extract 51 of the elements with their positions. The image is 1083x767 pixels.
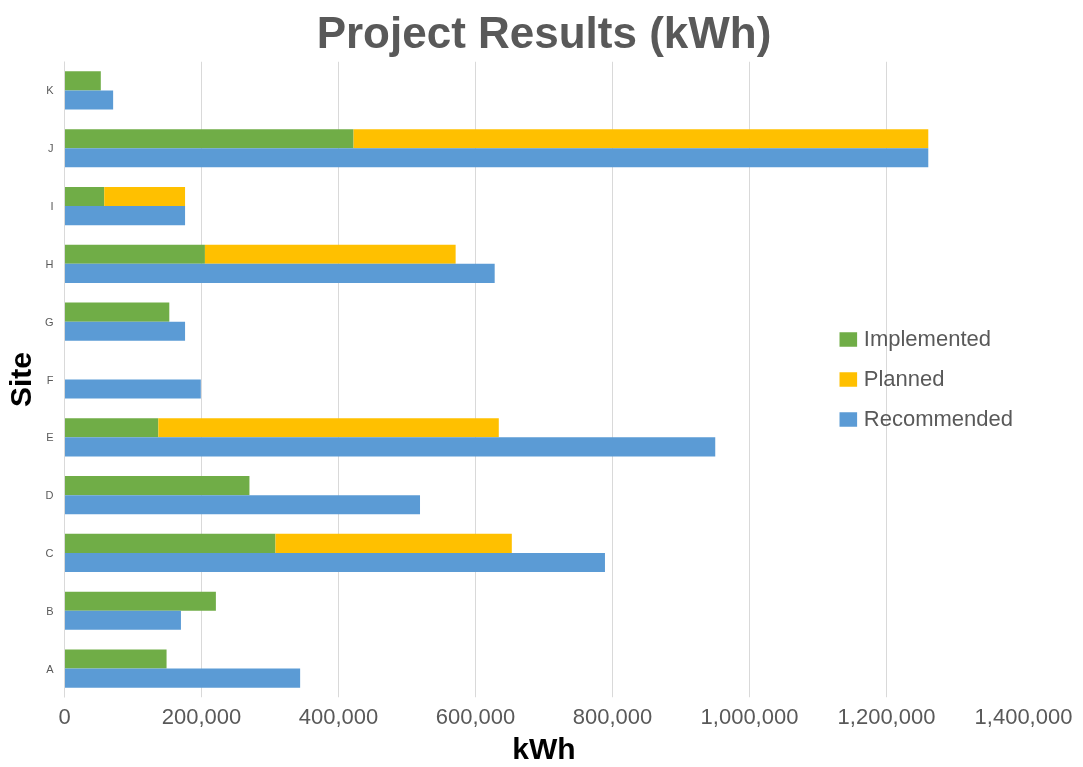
legend-label: Planned xyxy=(863,366,945,392)
legend-label: Implemented xyxy=(863,326,991,352)
x-axis-title: kWh xyxy=(512,731,576,765)
bar xyxy=(64,476,250,496)
bar xyxy=(64,263,495,283)
bar xyxy=(64,591,216,611)
x-tick-label: 1,400,000 xyxy=(974,703,1073,729)
y-tick-label: F xyxy=(46,373,54,386)
bar xyxy=(64,148,929,168)
x-tick-label: 600,000 xyxy=(435,703,516,729)
bar xyxy=(64,244,205,264)
y-tick-label: D xyxy=(45,489,54,502)
bar xyxy=(275,533,512,553)
y-tick-label: I xyxy=(50,200,54,213)
bar xyxy=(64,533,276,553)
x-tick-label: 1,000,000 xyxy=(700,703,799,729)
bar xyxy=(158,418,499,438)
x-tick-label: 0 xyxy=(58,703,71,729)
bar xyxy=(64,418,159,438)
bar xyxy=(64,552,605,573)
bar xyxy=(64,71,101,91)
bar xyxy=(204,244,456,264)
legend-label: Recommended xyxy=(863,406,1013,432)
bar xyxy=(64,668,301,688)
y-tick-label: E xyxy=(46,431,54,444)
bar xyxy=(64,206,186,226)
bar xyxy=(64,129,354,149)
y-tick-label: K xyxy=(46,84,55,97)
bar xyxy=(64,379,201,399)
bar xyxy=(64,321,186,341)
bar xyxy=(64,186,105,207)
bar xyxy=(64,495,421,515)
y-tick-label: C xyxy=(45,546,54,559)
chart-title: Project Results (kWh) xyxy=(316,7,772,57)
bar xyxy=(64,90,114,110)
bar xyxy=(64,302,170,322)
x-tick-label: 1,200,000 xyxy=(837,703,936,729)
x-tick-label: 200,000 xyxy=(161,703,242,729)
x-tick-label: 800,000 xyxy=(572,703,653,729)
y-axis-title: Site xyxy=(3,351,37,408)
bar xyxy=(64,649,167,669)
y-tick-label: J xyxy=(48,142,54,155)
y-tick-label: B xyxy=(46,604,54,617)
bar xyxy=(64,610,181,630)
bar xyxy=(104,186,186,207)
y-tick-label: H xyxy=(45,257,54,270)
y-tick-label: A xyxy=(46,662,55,675)
bar xyxy=(64,437,716,457)
x-tick-label: 400,000 xyxy=(298,703,379,729)
bar xyxy=(353,129,929,149)
y-tick-label: G xyxy=(44,315,54,328)
